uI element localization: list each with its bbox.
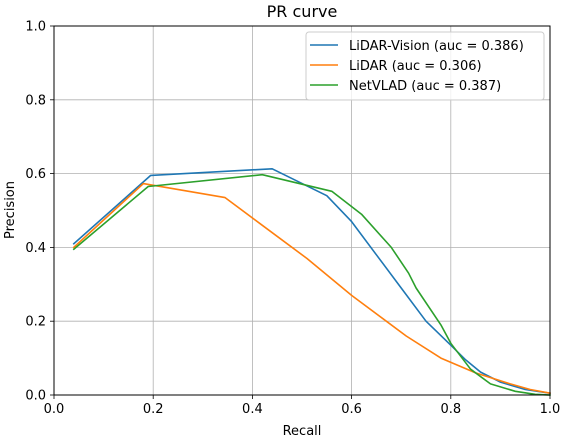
x-axis-label: Recall bbox=[283, 424, 322, 439]
y-tick-label: 0.2 bbox=[25, 315, 46, 330]
series-line-1 bbox=[72, 182, 551, 395]
axis-ticks: 0.0 0.2 0.4 0.6 0.8 1.0 0.0 0.2 0.4 0.6 0.8 1.0 bbox=[25, 20, 560, 418]
x-tick-label: 0.6 bbox=[341, 402, 362, 417]
x-tick-label: 1.0 bbox=[540, 402, 561, 417]
x-tick-label: 0.4 bbox=[242, 402, 263, 417]
plot-frame bbox=[53, 25, 551, 396]
x-tick-label: 0.0 bbox=[44, 402, 65, 417]
legend-label: LiDAR (auc = 0.306) bbox=[349, 59, 482, 74]
chart-title: PR curve bbox=[267, 2, 338, 21]
legend-label: LiDAR-Vision (auc = 0.386) bbox=[349, 39, 524, 54]
y-tick-label: 0.6 bbox=[25, 167, 46, 182]
series-lines bbox=[72, 168, 551, 396]
y-tick-label: 0.0 bbox=[25, 389, 46, 404]
series-line-2 bbox=[72, 173, 551, 396]
y-tick-label: 1.0 bbox=[25, 20, 46, 35]
legend-label: NetVLAD (auc = 0.387) bbox=[349, 79, 501, 94]
y-tick-label: 0.4 bbox=[25, 241, 46, 256]
x-tick-label: 0.8 bbox=[440, 402, 461, 417]
legend-box bbox=[305, 31, 545, 101]
y-axis-label: Precision bbox=[3, 181, 18, 239]
x-tick-label: 0.2 bbox=[143, 402, 164, 417]
y-tick-label: 0.8 bbox=[25, 93, 46, 108]
legend: LiDAR-Vision (auc = 0.386) LiDAR (auc = 0… bbox=[305, 31, 545, 101]
